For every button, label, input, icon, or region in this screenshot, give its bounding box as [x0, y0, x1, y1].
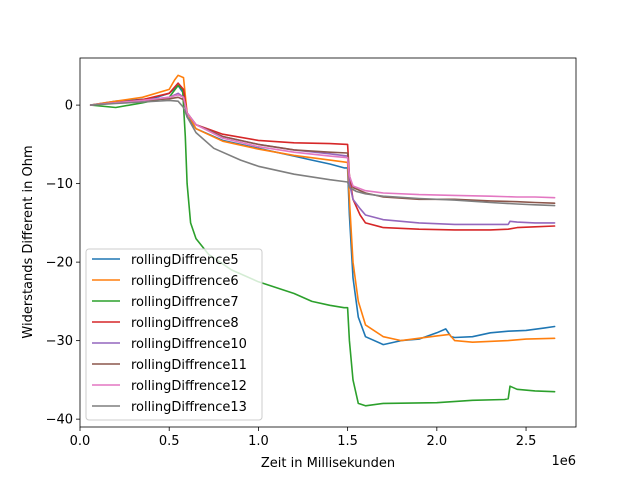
legend-items: rollingDiffrence5 rollingDiffrence6 rollin… [92, 253, 247, 415]
y-axis-label: Widerstands Different in Ohm [21, 145, 36, 338]
plot-frame [79, 57, 577, 428]
legend-label: rollingDiffrence5 [131, 253, 239, 268]
series-line-rollingDiffrence11 [89, 96, 556, 204]
series-line-rollingDiffrence13 [89, 99, 556, 207]
legend-label: rollingDiffrence6 [131, 274, 239, 289]
series-line-rollingDiffrence12 [89, 94, 556, 199]
y-tick-label: −30 [46, 334, 73, 349]
legend-label: rollingDiffrence8 [131, 316, 239, 331]
x-tick-label: 1.5 [337, 434, 358, 449]
y-tick-label: −40 [46, 413, 73, 428]
legend: rollingDiffrence5 rollingDiffrence6 rollin… [85, 248, 263, 421]
y-tick-label: −10 [46, 177, 73, 192]
x-tick-label: 1.0 [248, 434, 269, 449]
legend-label: rollingDiffrence7 [131, 295, 239, 310]
legend-label: rollingDiffrence11 [131, 358, 247, 373]
legend-label: rollingDiffrence13 [131, 400, 247, 415]
legend-frame [85, 248, 263, 421]
y-tick-label: 0 [65, 99, 73, 114]
x-tick-label: 2.0 [426, 434, 447, 449]
x-tick-label: 0.0 [70, 434, 91, 449]
x-axis-label: Zeit in Millisekunden [261, 456, 395, 471]
series-layer [89, 74, 556, 407]
x-tick-label: 2.5 [516, 434, 537, 449]
x-axis-ticks: 0.0 0.5 1.0 1.5 2.0 2.5 [70, 427, 537, 449]
legend-label: rollingDiffrence10 [131, 337, 247, 352]
y-axis-ticks: 0 −10 −20 −30 −40 [46, 99, 80, 428]
x-axis-offset-label: 1e6 [551, 454, 576, 469]
y-tick-label: −20 [46, 256, 73, 271]
series-line-rollingDiffrence8 [89, 82, 556, 231]
x-tick-label: 0.5 [159, 434, 180, 449]
legend-label: rollingDiffrence12 [131, 379, 247, 394]
